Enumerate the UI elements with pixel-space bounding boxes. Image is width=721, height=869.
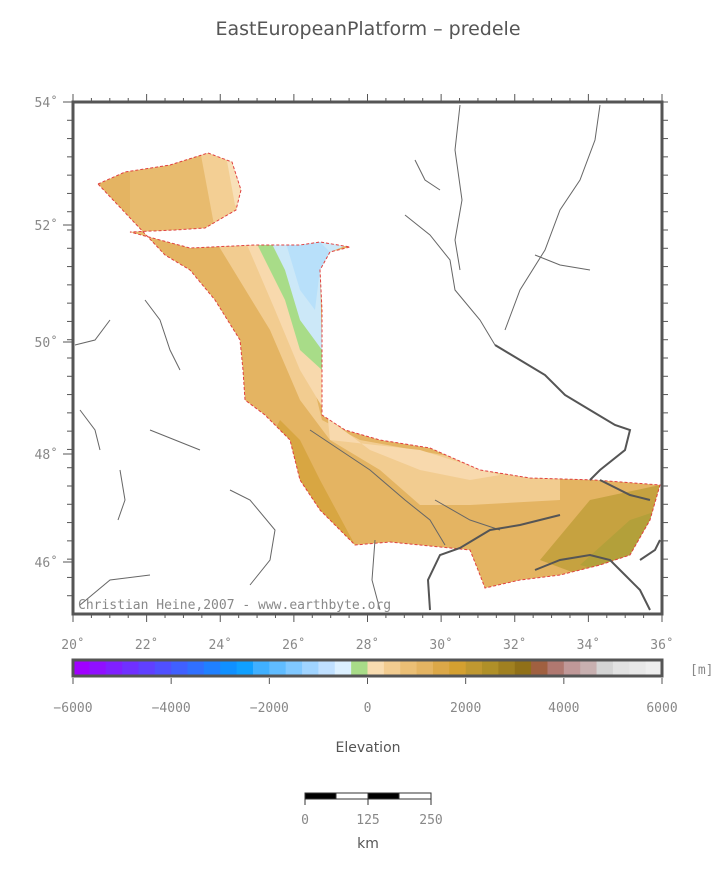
colorbar	[73, 660, 663, 676]
colorbar-frame	[71, 658, 664, 678]
colorbar-swatch	[612, 660, 630, 676]
lon-label: 32˚	[503, 637, 526, 653]
colorbar-swatch	[236, 660, 254, 676]
colorbar-swatch	[514, 660, 532, 676]
colorbar-swatch	[285, 660, 303, 676]
lat-label: 54˚	[35, 95, 58, 111]
lon-label: 22˚	[135, 637, 158, 653]
colorbar-swatch	[252, 660, 270, 676]
colorbar-swatch	[432, 660, 450, 676]
colorbar-swatch	[203, 660, 221, 676]
lon-label: 20˚	[61, 637, 84, 653]
colorbar-swatch	[383, 660, 401, 676]
colorbar-swatch	[367, 660, 385, 676]
scalebar-tick-label: 250	[419, 813, 442, 828]
scalebar-tick-label: 125	[356, 813, 379, 828]
credit: Christian Heine,2007 - www.earthbyte.org	[78, 598, 391, 613]
frame-ticks	[63, 94, 668, 622]
scalebar-tick-label: 0	[301, 813, 309, 828]
colorbar-swatch	[645, 660, 663, 676]
scalebar	[304, 792, 432, 800]
colorbar-tick-label: −6000	[53, 701, 92, 716]
colorbar-swatch	[449, 660, 467, 676]
colorbar-swatch	[154, 660, 172, 676]
lon-label: 28˚	[356, 637, 379, 653]
lon-label: 30˚	[429, 637, 452, 653]
colorbar-swatch	[596, 660, 614, 676]
scalebar-unit: km	[357, 836, 379, 852]
colorbar-tick-label: 4000	[548, 701, 579, 716]
colorbar-swatch	[73, 660, 90, 676]
lat-label: 48˚	[35, 447, 58, 463]
colorbar-swatch	[416, 660, 434, 676]
colorbar-swatch	[498, 660, 516, 676]
colorbar-swatch	[122, 660, 139, 676]
lat-label: 50˚	[35, 335, 58, 351]
region-outline	[97, 152, 661, 589]
colorbar-swatch	[400, 660, 418, 676]
colorbar-swatch	[563, 660, 581, 676]
colorbar-swatch	[89, 660, 107, 676]
colorbar-swatch	[171, 660, 189, 676]
colorbar-swatch	[531, 660, 548, 676]
colorbar-swatch	[138, 660, 156, 676]
colorbar-swatch	[547, 660, 565, 676]
colorbar-swatch	[334, 660, 352, 676]
colorbar-label: Elevation	[335, 740, 400, 756]
colorbar-tick-label: 0	[364, 701, 372, 716]
lon-label: 24˚	[209, 637, 232, 653]
lon-label: 34˚	[577, 637, 600, 653]
colorbar-swatch	[482, 660, 499, 676]
colorbar-tick-label: −2000	[250, 701, 289, 716]
lon-label: 36˚	[650, 637, 673, 653]
colorbar-tick-label: 6000	[646, 701, 677, 716]
lat-label: 46˚	[35, 555, 58, 571]
colorbar-swatch	[269, 660, 287, 676]
colorbar-swatch	[465, 660, 483, 676]
colorbar-swatch	[105, 660, 123, 676]
coastline	[426, 344, 661, 611]
colorbar-swatch	[220, 660, 238, 676]
colorbar-tick-label: −4000	[152, 701, 191, 716]
rivers	[74, 104, 601, 611]
colorbar-swatch	[187, 660, 205, 676]
colorbar-swatch	[302, 660, 319, 676]
colorbar-unit: [m]	[690, 663, 713, 678]
lon-label: 26˚	[282, 637, 305, 653]
title: EastEuropeanPlatform – predele	[215, 18, 520, 40]
colorbar-swatch	[629, 660, 647, 676]
colorbar-swatch	[351, 660, 368, 676]
colorbar-swatch	[580, 660, 598, 676]
colorbar-swatch	[318, 660, 336, 676]
colorbar-tick-label: 2000	[450, 701, 481, 716]
lat-label: 52˚	[35, 218, 58, 234]
